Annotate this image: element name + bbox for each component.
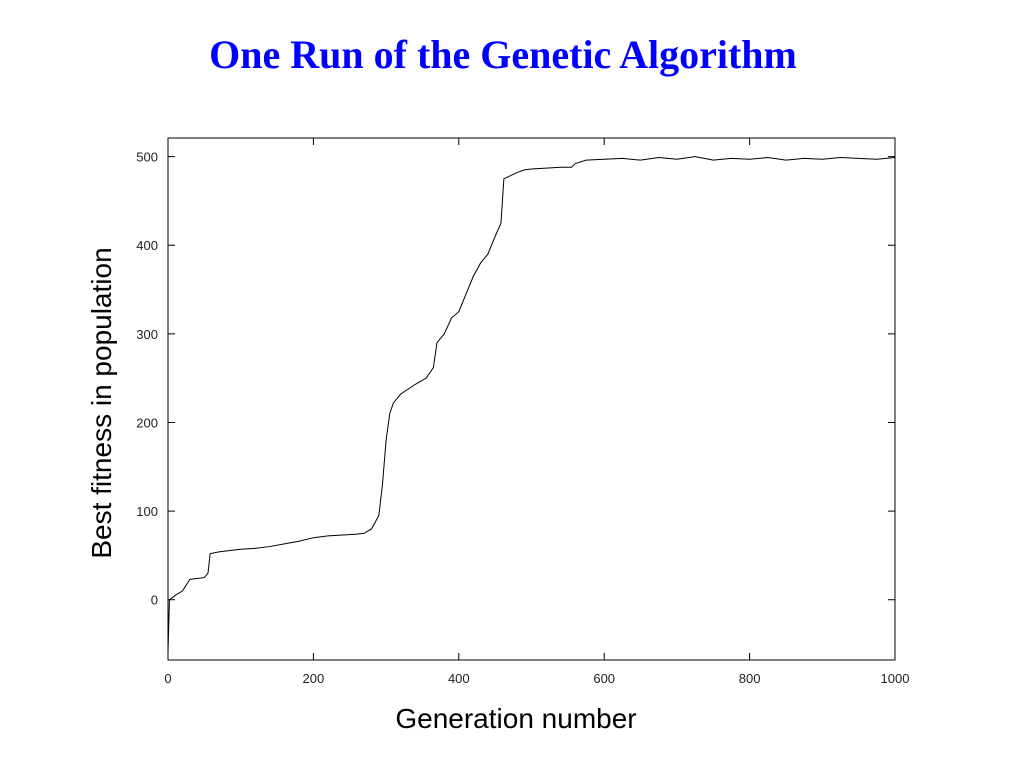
x-tick-label: 0 (164, 671, 171, 686)
y-tick-label: 0 (151, 593, 158, 608)
x-tick-label: 800 (739, 671, 761, 686)
y-axis-label: Best fitness in population (86, 247, 117, 558)
data-line (167, 156, 896, 653)
y-tick-label: 300 (136, 327, 158, 342)
x-tick-label: 600 (593, 671, 615, 686)
x-tick-label: 200 (303, 671, 325, 686)
plot-frame (167, 137, 896, 661)
x-tick-label: 1000 (881, 671, 910, 686)
y-tick-label: 500 (136, 150, 158, 165)
y-tick-label: 400 (136, 238, 158, 253)
x-tick-label: 400 (448, 671, 470, 686)
x-axis-label: Generation number (395, 703, 636, 734)
y-tick-label: 200 (136, 415, 158, 430)
y-tick-label: 100 (136, 504, 158, 519)
chart-title: One Run of the Genetic Algorithm (209, 32, 797, 77)
